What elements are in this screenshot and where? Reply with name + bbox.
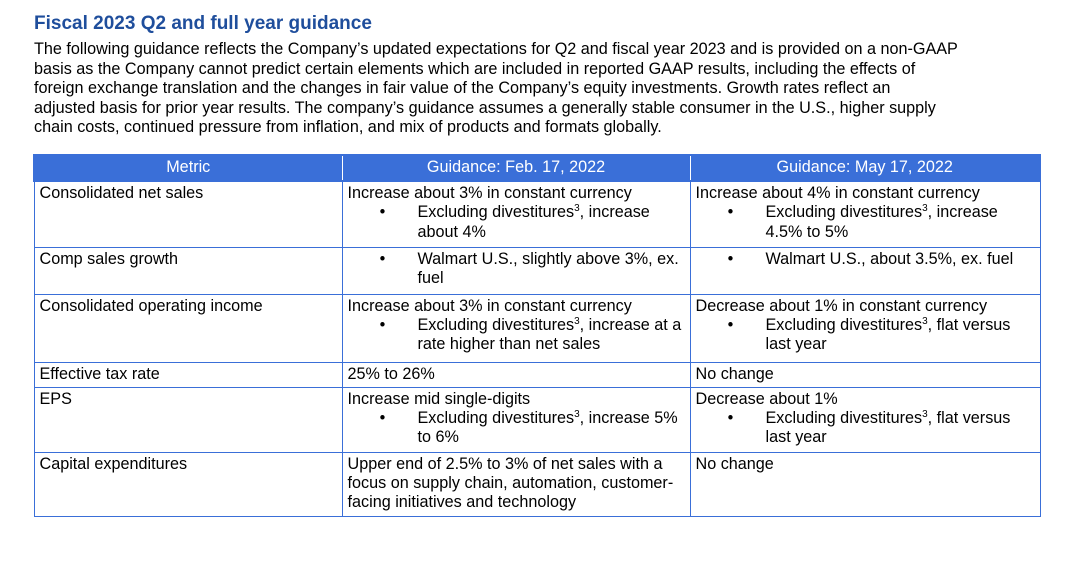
bullet-item: • Walmart U.S., about 3.5%, ex. fuel [696, 250, 1036, 269]
table-row: EPS Increase mid single-digits • Excludi… [33, 386, 1041, 453]
footnote-marker: 3 [574, 203, 580, 215]
header-feb-guidance: Guidance: Feb. 17, 2022 [341, 154, 691, 182]
feb-cell: Increase about 3% in constant currency •… [341, 180, 691, 248]
metric-cell: Consolidated operating income [33, 293, 343, 363]
intro-paragraph: The following guidance reflects the Comp… [34, 40, 1044, 138]
metric-cell: Effective tax rate [33, 361, 343, 388]
footnote-marker: 3 [922, 408, 928, 420]
metric-cell: Capital expenditures [33, 451, 343, 517]
intro-line: foreign exchange translation and the cha… [34, 79, 891, 98]
intro-line: adjusted basis for prior year results. T… [34, 98, 936, 117]
footnote-marker: 3 [922, 315, 928, 327]
footnote-marker: 3 [574, 408, 580, 420]
metric-cell: Consolidated net sales [33, 180, 343, 248]
bullet-text: Excluding divestitures3, increase about … [417, 203, 650, 241]
bullet-item: • Excluding divestitures3, increase abou… [348, 203, 686, 242]
feb-cell: 25% to 26% [341, 361, 691, 388]
table-row: Consolidated net sales Increase about 3%… [33, 180, 1041, 248]
bullet-text: Walmart U.S., slightly above 3%, ex. fue… [417, 249, 679, 287]
bullet-text: Excluding divestitures3, flat versus las… [765, 408, 1011, 447]
bullet-dot: • [727, 408, 734, 427]
guidance-main-text: Decrease about 1% in constant currency [695, 296, 988, 315]
table-row: Effective tax rate 25% to 26% No change [33, 361, 1041, 388]
guidance-main-text: Increase about 3% in constant currency [347, 296, 632, 315]
header-metric: Metric [33, 154, 343, 182]
bullet-dot: • [379, 249, 386, 268]
feb-cell: Upper end of 2.5% to 3% of net sales wit… [341, 451, 691, 517]
guidance-main-text: Increase about 4% in constant currency [695, 184, 980, 202]
may-cell: Decrease about 1% • Excluding divestitur… [689, 386, 1041, 453]
bullet-text: Excluding divestitures3, increase 4.5% t… [765, 203, 998, 241]
bullet-item: • Excluding divestitures3, flat versus l… [696, 409, 1036, 448]
footnote-marker: 3 [922, 203, 928, 215]
guidance-main-text: Decrease about 1% [695, 389, 838, 408]
bullet-item: • Excluding divestitures3, increase 5% t… [348, 409, 686, 448]
bullet-item: • Walmart U.S., slightly above 3%, ex. f… [348, 250, 686, 289]
guidance-main-text: Increase about 3% in constant currency [347, 184, 632, 202]
table-header-row: Metric Guidance: Feb. 17, 2022 Guidance:… [33, 154, 1041, 182]
may-cell: No change [689, 451, 1041, 517]
bullet-item: • Excluding divestitures3, flat versus l… [696, 316, 1036, 355]
table-row: Comp sales growth • Walmart U.S., slight… [33, 246, 1041, 295]
may-cell: • Walmart U.S., about 3.5%, ex. fuel [689, 246, 1041, 295]
bullet-dot: • [727, 203, 734, 222]
intro-line: The following guidance reflects the Comp… [34, 40, 958, 58]
guidance-table: Metric Guidance: Feb. 17, 2022 Guidance:… [33, 154, 1041, 517]
may-cell: No change [689, 361, 1041, 388]
section-title: Fiscal 2023 Q2 and full year guidance [34, 13, 372, 34]
bullet-dot: • [379, 408, 386, 427]
bullet-text: Excluding divestitures3, increase at a r… [417, 315, 682, 354]
bullet-dot: • [379, 203, 386, 222]
bullet-item: • Excluding divestitures3, increase at a… [348, 316, 686, 355]
feb-cell: Increase mid single-digits • Excluding d… [341, 386, 691, 453]
bullet-item: • Excluding divestitures3, increase 4.5%… [696, 203, 1036, 242]
bullet-dot: • [727, 249, 734, 268]
bullet-text: Excluding divestitures3, flat versus las… [765, 315, 1011, 354]
table-row: Consolidated operating income Increase a… [33, 293, 1041, 363]
guidance-main-text: Increase mid single-digits [347, 389, 531, 408]
metric-cell: Comp sales growth [33, 246, 343, 295]
feb-cell: Increase about 3% in constant currency •… [341, 293, 691, 363]
intro-line: basis as the Company cannot predict cert… [34, 59, 916, 78]
may-cell: Increase about 4% in constant currency •… [689, 180, 1041, 248]
metric-cell: EPS [33, 386, 343, 453]
feb-cell: • Walmart U.S., slightly above 3%, ex. f… [341, 246, 691, 295]
footnote-marker: 3 [574, 315, 580, 327]
header-may-guidance: Guidance: May 17, 2022 [689, 154, 1041, 182]
may-cell: Decrease about 1% in constant currency •… [689, 293, 1041, 363]
bullet-dot: • [379, 315, 386, 334]
bullet-dot: • [727, 315, 734, 334]
bullet-text: Excluding divestitures3, increase 5% to … [417, 408, 678, 447]
table-row: Capital expenditures Upper end of 2.5% t… [33, 451, 1041, 517]
bullet-text: Walmart U.S., about 3.5%, ex. fuel [765, 249, 1014, 268]
intro-line: chain costs, continued pressure from inf… [34, 118, 662, 137]
